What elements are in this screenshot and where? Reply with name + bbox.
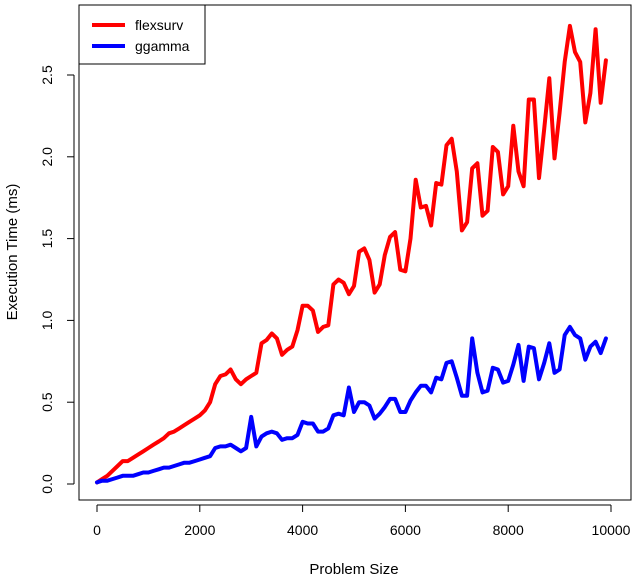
y-axis-label: Execution Time (ms) [4, 184, 21, 321]
plot-frame [78, 4, 632, 501]
legend-label-flexsurv: flexsurv [135, 17, 183, 33]
y-tick-label: 0.5 [39, 392, 55, 412]
series-line-flexsurv [95, 23, 608, 485]
y-tick-label: 0.0 [39, 474, 55, 494]
x-tick-label: 10000 [592, 522, 631, 538]
y-tick-label: 2.0 [39, 147, 55, 167]
y-tick-label: 1.0 [39, 310, 55, 330]
y-axis: 0.0 0.5 1.0 1.5 2.0 2.5 [39, 65, 75, 494]
legend-box [78, 4, 206, 65]
x-axis-label: Problem Size [309, 561, 398, 577]
x-tick-label: 0 [93, 522, 101, 538]
x-tick-label: 6000 [390, 522, 421, 538]
legend: flexsurv ggamma [78, 4, 206, 65]
x-tick-label: 2000 [184, 522, 215, 538]
x-axis: 0 2000 4000 6000 8000 10000 [93, 504, 631, 538]
y-tick-label: 1.5 [39, 229, 55, 249]
x-tick-label: 8000 [493, 522, 524, 538]
series-line-ggamma [95, 324, 608, 485]
series-layer [95, 23, 608, 485]
legend-label-ggamma: ggamma [135, 38, 190, 54]
x-tick-label: 4000 [287, 522, 318, 538]
y-tick-label: 2.5 [39, 65, 55, 85]
